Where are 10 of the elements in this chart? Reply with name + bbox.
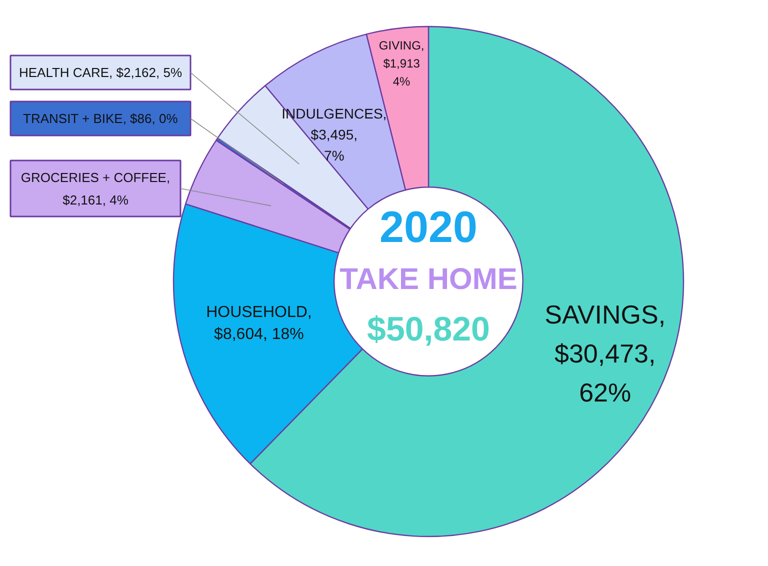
slice-label: HEALTH CARE, $2,162, 5% xyxy=(18,65,182,80)
slice-label: GIVING, $1,913 4% xyxy=(378,38,424,89)
slice-label: INDULGENCES, $3,495, 7% xyxy=(282,106,387,164)
text: TAKE HOME xyxy=(340,263,518,296)
text: 2020 xyxy=(380,203,478,252)
slice-label: HOUSEHOLD, $8,604, 18% xyxy=(206,304,312,344)
text: $50,820 xyxy=(367,310,490,348)
slice-label: TRANSIT + BIKE, $86, 0% xyxy=(23,111,178,126)
slice-label: SAVINGS, $30,473, 62% xyxy=(544,300,666,408)
slice-label: GROCERIES + COFFEE, $2,161, 4% xyxy=(20,170,170,208)
